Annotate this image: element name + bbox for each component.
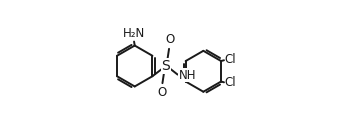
Text: NH: NH <box>179 69 197 82</box>
Text: Cl: Cl <box>224 76 236 89</box>
Text: O: O <box>165 33 174 46</box>
Text: S: S <box>161 59 170 73</box>
Text: O: O <box>157 86 166 99</box>
Text: Cl: Cl <box>224 53 236 66</box>
Text: H₂N: H₂N <box>123 27 145 40</box>
